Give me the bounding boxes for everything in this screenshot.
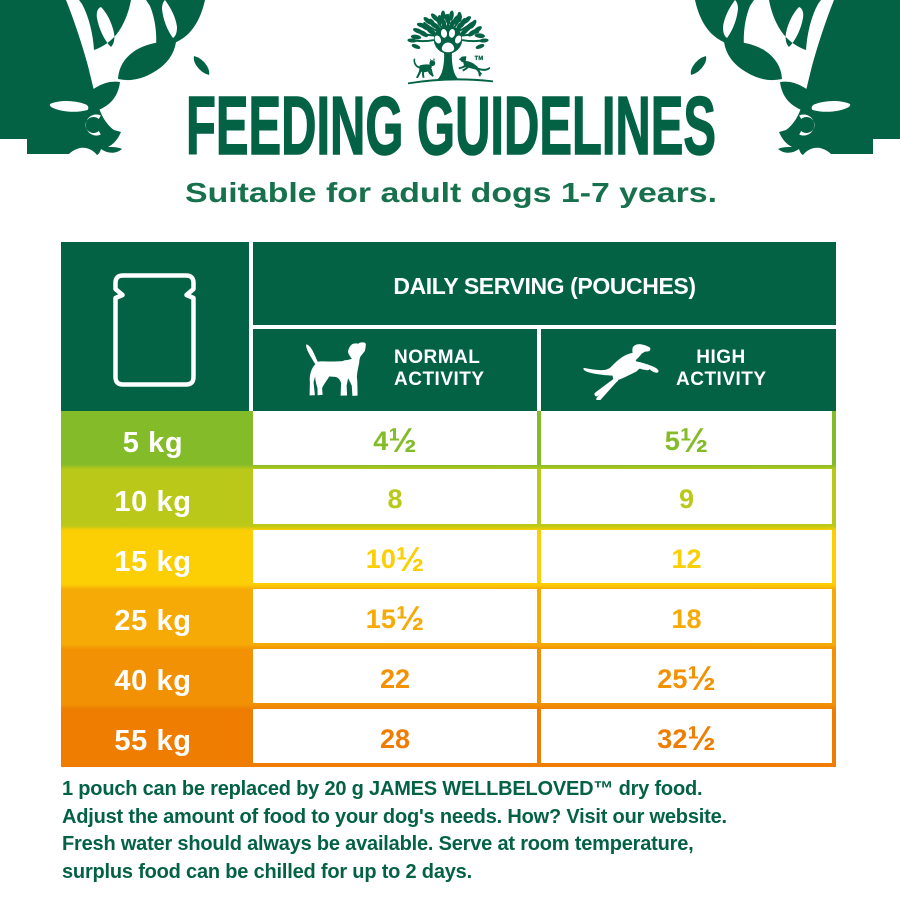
svg-text:Suitable for adult dogs 1-7 ye: Suitable for adult dogs 1-7 years.: [185, 177, 717, 208]
svg-text:FEEDING GUIDELINES: FEEDING GUIDELINES: [186, 80, 716, 170]
